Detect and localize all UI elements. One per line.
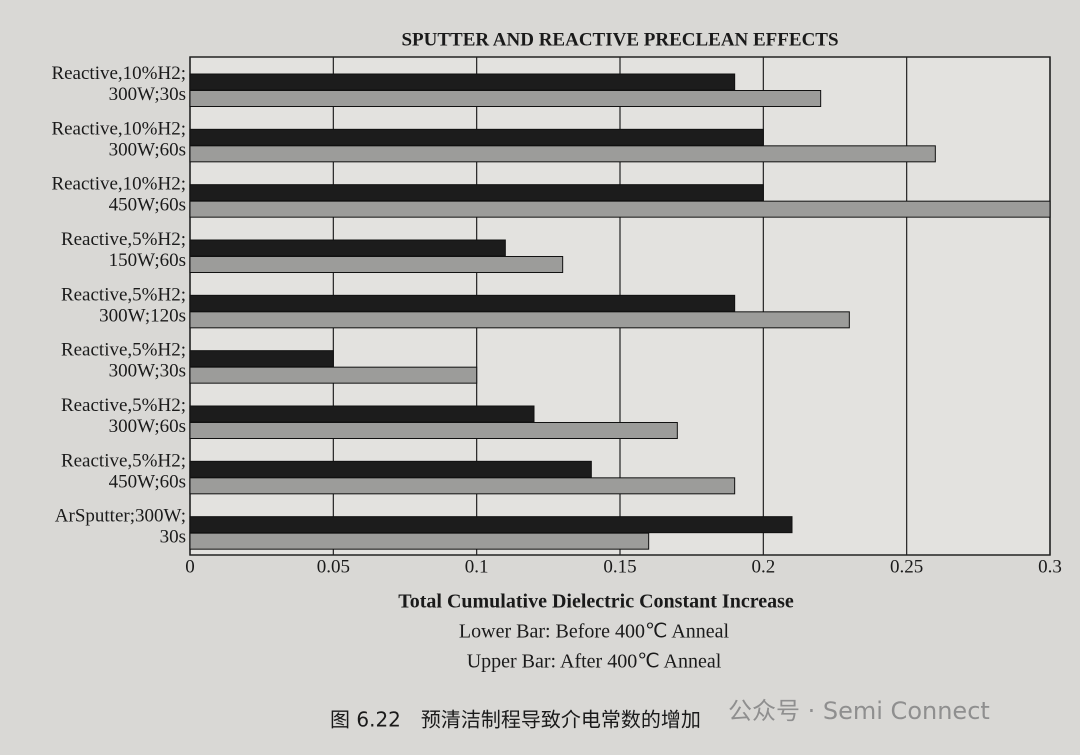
y-tick-label: 150W;60s [109, 250, 186, 271]
bar [189, 294, 736, 312]
y-tick-label: 450W;60s [109, 471, 186, 492]
bar [189, 350, 334, 368]
bar [189, 73, 736, 91]
x-tick-label: 0.25 [890, 556, 923, 577]
bar [189, 90, 822, 107]
y-tick-label: 30s [160, 527, 186, 548]
y-tick-label: Reactive,10%H2; [51, 174, 186, 195]
bar [189, 477, 736, 495]
y-tick-label: Reactive,5%H2; [61, 340, 186, 361]
x-tick-label: 0 [185, 556, 195, 577]
bar [189, 422, 678, 439]
x-tick-label: 0.05 [317, 556, 350, 577]
bar [189, 460, 592, 478]
bar [189, 128, 764, 146]
y-tick-label: 300W;30s [109, 84, 186, 105]
y-tick-label: 300W;30s [109, 361, 186, 382]
bar [189, 239, 506, 257]
y-tick-label: ArSputter;300W; [55, 506, 186, 527]
legend-label: Upper Bar: After 400℃ Anneal [467, 651, 722, 673]
bar [189, 200, 1051, 218]
bar [189, 256, 564, 273]
legend-label: Lower Bar: Before 400℃ Anneal [459, 621, 730, 643]
chart-title: SPUTTER AND REACTIVE PRECLEAN EFFECTS [401, 29, 838, 50]
y-tick-label: Reactive,5%H2; [61, 450, 186, 471]
x-axis-label: Total Cumulative Dielectric Constant Inc… [398, 591, 794, 613]
bar [189, 145, 936, 163]
y-tick-label: Reactive,5%H2; [61, 284, 186, 305]
y-tick-label: Reactive,10%H2; [51, 118, 186, 139]
bar [189, 532, 650, 550]
x-tick-label: 0.15 [603, 556, 636, 577]
bar [189, 311, 850, 329]
y-tick-label: 450W;60s [109, 195, 186, 216]
caption: 图 6.22 预清洁制程导致介电常数的增加 [330, 708, 701, 732]
bar [189, 366, 478, 384]
bar [189, 405, 535, 423]
x-tick-label: 0.3 [1038, 556, 1062, 577]
bar [189, 516, 793, 534]
x-tick-label: 0.2 [751, 556, 775, 577]
watermark: 公众号 · Semi Connect [728, 697, 990, 725]
y-tick-label: Reactive,5%H2; [61, 395, 186, 416]
x-tick-label: 0.1 [465, 556, 489, 577]
y-tick-label: 300W;60s [109, 416, 186, 437]
bar [189, 184, 764, 202]
y-tick-label: Reactive,10%H2; [51, 63, 186, 84]
y-tick-label: 300W;120s [99, 305, 186, 326]
y-tick-label: 300W;60s [109, 139, 186, 160]
y-tick-label: Reactive,5%H2; [61, 229, 186, 250]
